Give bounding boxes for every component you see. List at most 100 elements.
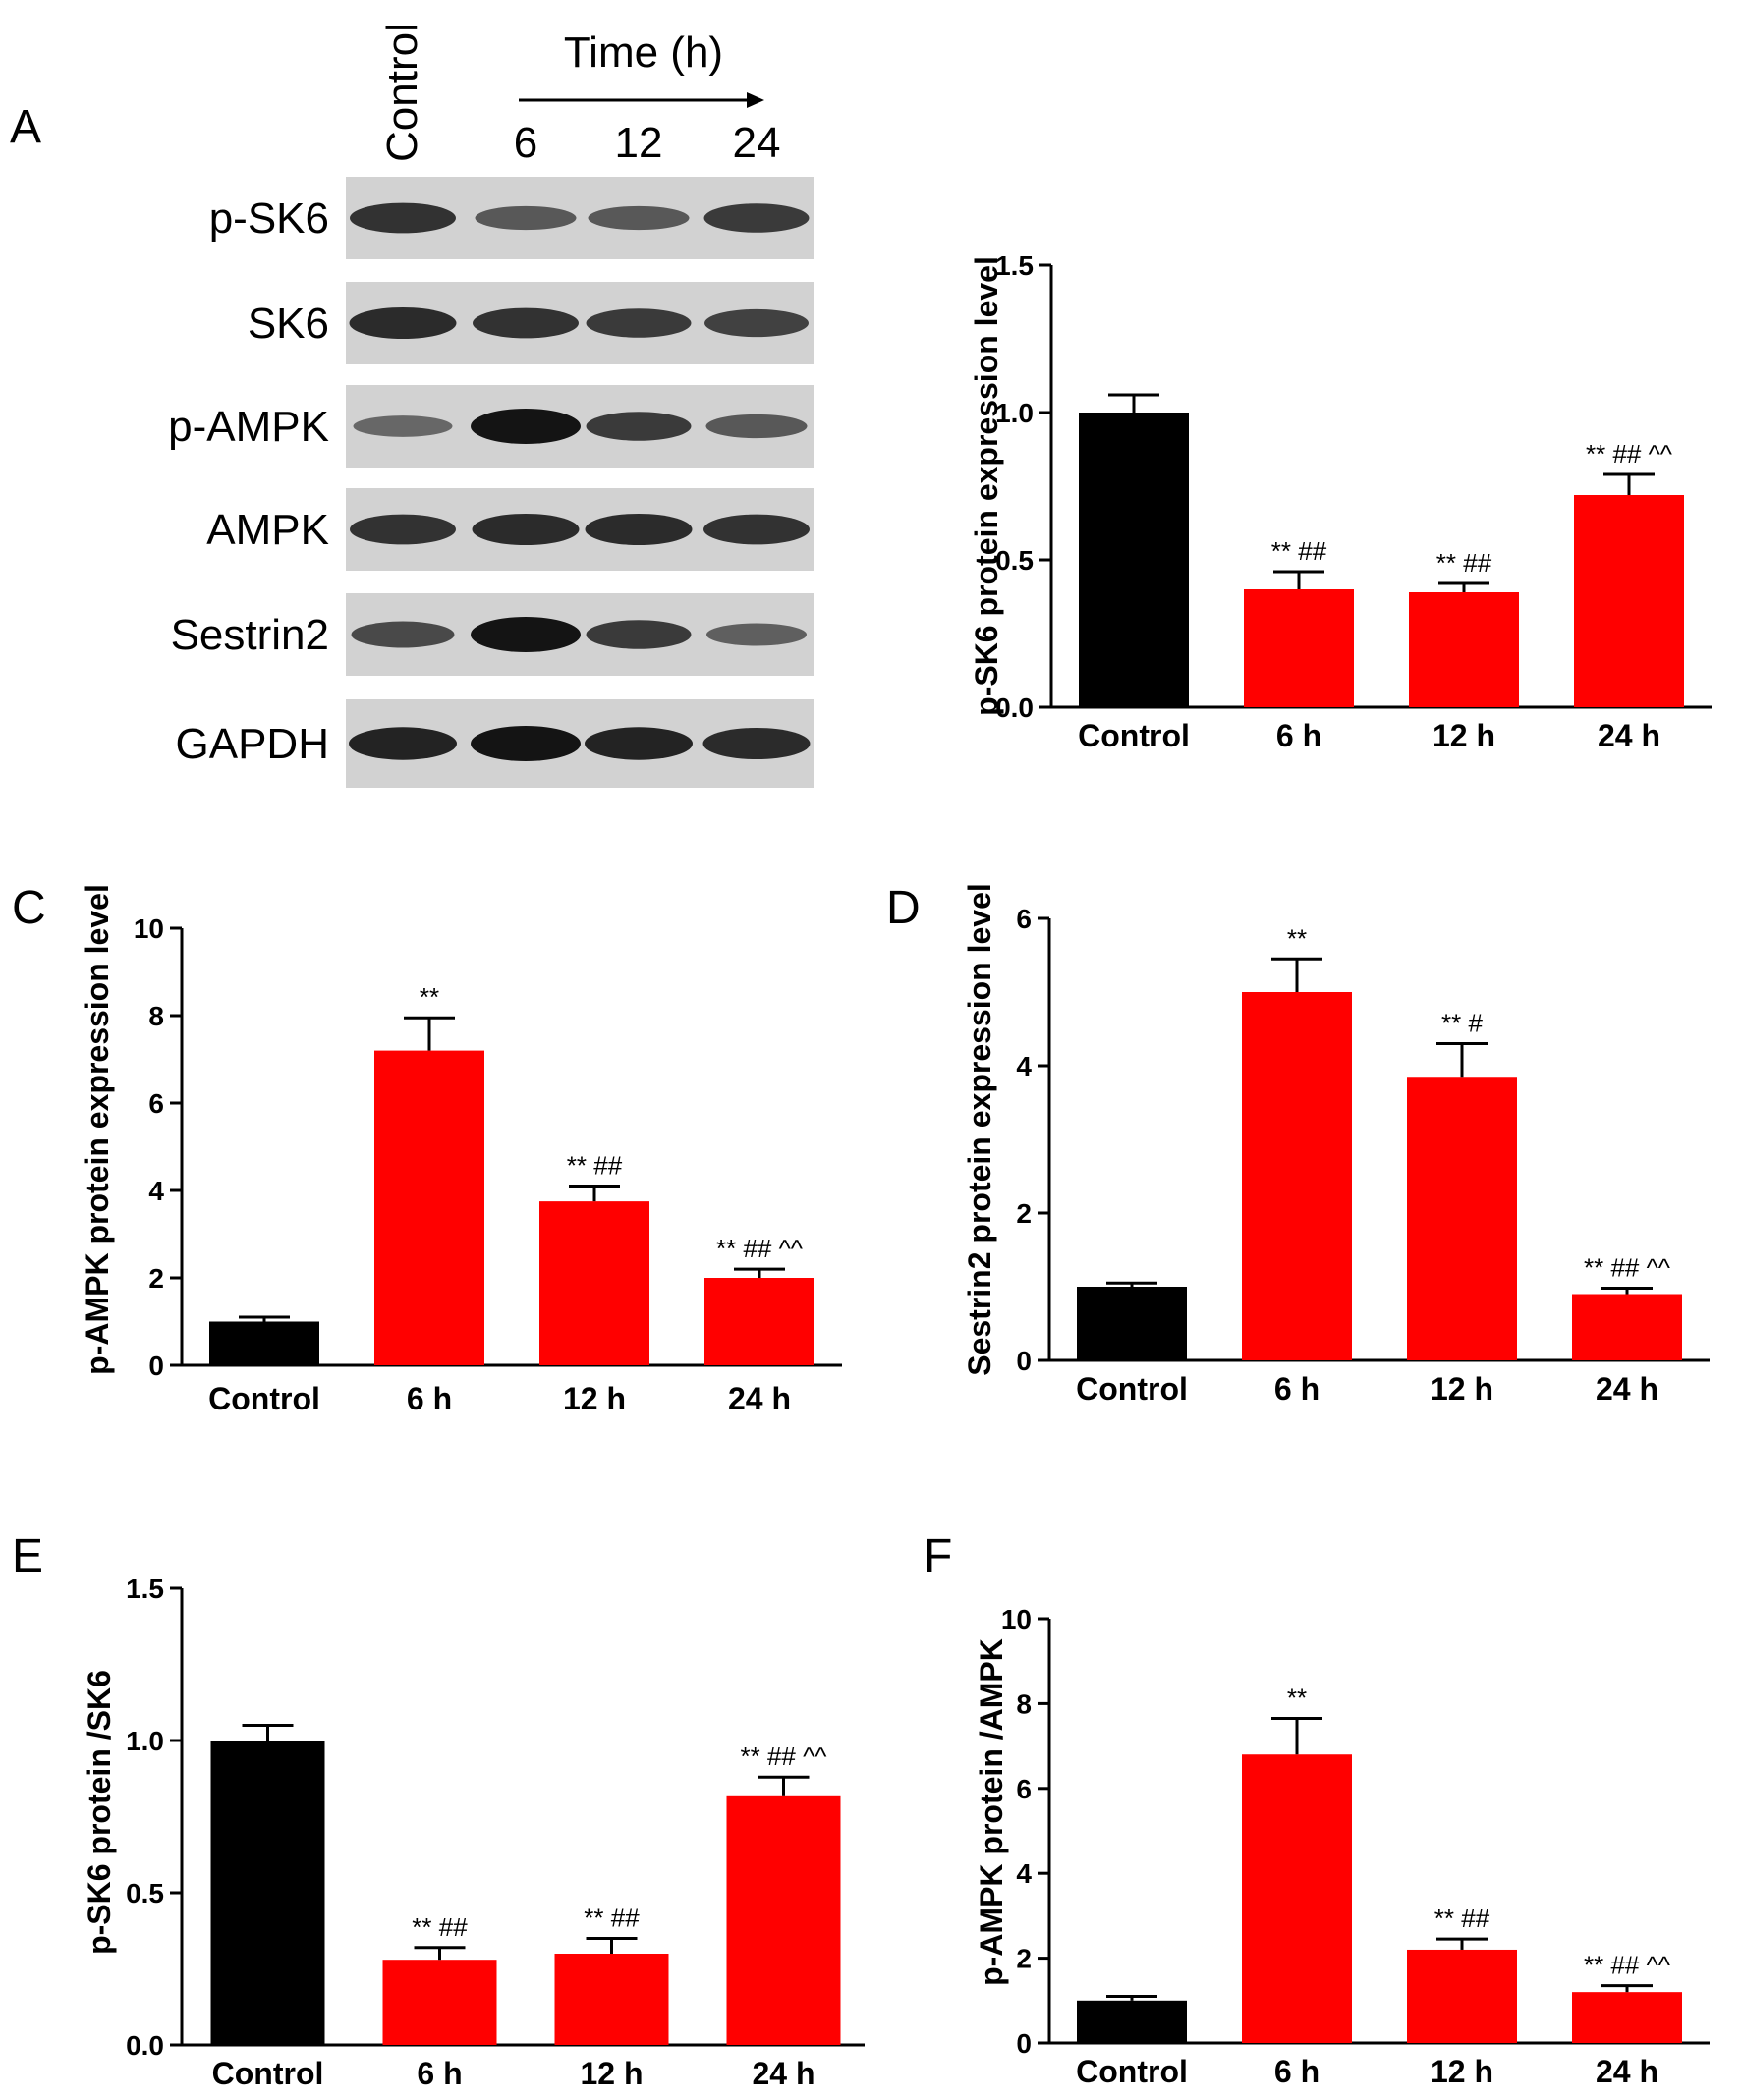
x-tick-label: 24 h — [1596, 2054, 1658, 2089]
bar — [1574, 495, 1684, 707]
bar — [1077, 1287, 1187, 1360]
bar-chart-f: Fp-AMPK protein /AMPK 0 2 4 6 8 10 Control ** 6 h… — [924, 1530, 1710, 2089]
lane-label: 12 — [615, 119, 663, 167]
bar-chart-e: Ep-SK6 protein /SK6 0.0 0.5 1.0 1.5 Control **… — [12, 1530, 865, 2091]
panel-label: E — [12, 1530, 43, 1582]
western-blot-figure: A Time (h) Control 6 12 24 p-SK6 SK6 p-AMPK AM… — [10, 23, 814, 788]
significance-label: ** ## ^^ — [1584, 1253, 1671, 1283]
bar — [1242, 1754, 1352, 2043]
blot-band — [588, 205, 690, 231]
bar — [1572, 1294, 1682, 1360]
y-tick-label: 6 — [1016, 1774, 1032, 1804]
x-tick-label: 12 h — [580, 2056, 643, 2091]
x-tick-label: 6 h — [407, 1381, 452, 1416]
y-tick-label: 1.5 — [126, 1574, 164, 1604]
significance-label: ** — [1287, 923, 1307, 953]
x-tick-label: 6 h — [1276, 718, 1321, 753]
bar — [704, 1278, 814, 1365]
blot-row-label: p-AMPK — [168, 403, 329, 451]
y-tick-label: 4 — [1016, 1858, 1032, 1889]
significance-label: ** ## — [1271, 536, 1327, 566]
significance-label: ** — [1287, 1684, 1307, 1713]
blot-row: Sestrin2 — [171, 593, 814, 676]
y-axis-title: p-SK6 protein /SK6 — [82, 1670, 117, 1955]
significance-label: ** — [420, 982, 439, 1012]
x-tick-label: Control — [208, 1381, 320, 1416]
blot-row-label: AMPK — [206, 506, 329, 554]
y-axis-title: Sestrin2 protein expression level — [962, 883, 997, 1376]
x-tick-label: Control — [212, 2056, 324, 2091]
y-tick-label: 0.0 — [126, 2030, 164, 2061]
x-tick-label: 6 h — [1274, 2054, 1320, 2089]
significance-label: ** ## — [1434, 1904, 1490, 1933]
lane-label: 24 — [733, 119, 781, 167]
blot-band — [471, 409, 581, 444]
y-tick-label: 1.5 — [995, 250, 1034, 281]
blot-band — [702, 727, 811, 760]
x-tick-label: 24 h — [752, 2056, 814, 2091]
blot-band — [586, 308, 692, 338]
y-axis-title: p-SK6 protein expression level — [969, 256, 1004, 716]
bar — [1407, 1077, 1517, 1360]
x-tick-label: 12 h — [1432, 718, 1495, 753]
blot-row: p-AMPK — [168, 385, 814, 468]
y-tick-label: 1.0 — [995, 398, 1034, 428]
blot-band — [471, 617, 581, 652]
time-axis-label: Time (h) — [564, 28, 723, 77]
blot-row-label: Sestrin2 — [171, 611, 329, 659]
significance-label: ** ## — [412, 1912, 468, 1942]
y-tick-label: 10 — [134, 913, 164, 944]
y-tick-label: 6 — [1016, 904, 1032, 934]
bar — [1077, 2000, 1187, 2043]
y-tick-label: 0 — [1016, 1346, 1032, 1376]
y-tick-label: 8 — [1016, 1688, 1032, 1719]
significance-label: ** ## ^^ — [740, 1741, 827, 1771]
y-tick-label: 0.5 — [995, 545, 1034, 576]
x-tick-label: 24 h — [728, 1381, 791, 1416]
significance-label: ** ## — [567, 1151, 623, 1181]
x-tick-label: 12 h — [1431, 2054, 1493, 2089]
significance-label: ** ## ^^ — [716, 1234, 804, 1263]
y-tick-label: 6 — [148, 1088, 164, 1119]
bar — [210, 1741, 325, 2045]
blot-band — [475, 205, 577, 231]
blot-band — [353, 415, 453, 437]
x-tick-label: Control — [1078, 718, 1190, 753]
blot-band — [585, 727, 693, 760]
blot-band — [349, 306, 457, 340]
y-tick-label: 8 — [148, 1001, 164, 1031]
blot-row: p-SK6 — [209, 177, 814, 259]
significance-label: ** ## — [1436, 548, 1492, 578]
x-tick-label: Control — [1076, 2054, 1188, 2089]
y-tick-label: 2 — [1016, 1944, 1032, 1974]
lane-label: 6 — [514, 119, 537, 167]
blot-band — [704, 308, 809, 338]
blot-band — [349, 727, 457, 760]
blot-row-label: GAPDH — [176, 720, 329, 768]
bar — [1079, 413, 1189, 707]
blot-band — [350, 514, 456, 545]
x-tick-label: 12 h — [1431, 1371, 1493, 1407]
bar — [209, 1321, 319, 1365]
blot-row-label: p-SK6 — [209, 194, 329, 243]
time-arrow — [519, 92, 764, 108]
y-tick-label: 0.5 — [126, 1878, 164, 1908]
y-tick-label: 0 — [148, 1351, 164, 1381]
bar-chart-b: Bp-SK6 protein expression level0.00.51.0… — [969, 250, 1712, 753]
blot-band — [703, 514, 810, 545]
bar — [1244, 589, 1354, 707]
y-tick-label: 0.0 — [995, 692, 1034, 723]
blot-band — [703, 203, 810, 233]
blot-row: SK6 — [248, 282, 814, 364]
x-tick-label: 24 h — [1596, 1371, 1658, 1407]
blot-band — [351, 621, 455, 648]
significance-label: ** ## ^^ — [1586, 439, 1673, 469]
panel-label-a: A — [10, 101, 41, 153]
bar — [554, 1954, 669, 2045]
panel-label: C — [12, 882, 46, 934]
x-tick-label: 12 h — [563, 1381, 626, 1416]
x-tick-label: 24 h — [1598, 718, 1660, 753]
blot-row: AMPK — [206, 488, 814, 571]
significance-label: ** ## — [584, 1904, 640, 1933]
